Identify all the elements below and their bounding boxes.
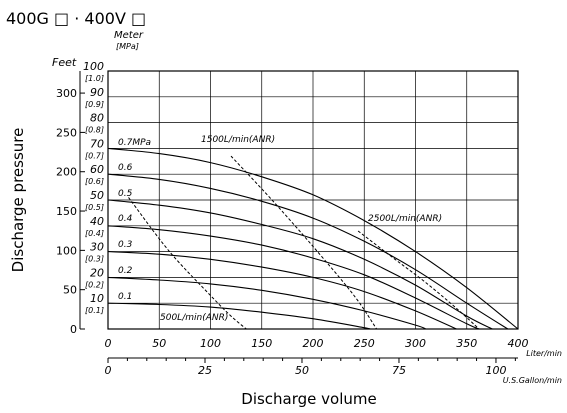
x-tick-liter: 400 — [508, 337, 529, 350]
y-tick-meter: 10 — [90, 292, 104, 305]
air-label-1: 2500L/min(ANR) — [368, 214, 442, 224]
air-label-0: 1500L/min(ANR) — [201, 135, 275, 145]
series-line-0 — [107, 147, 519, 330]
y-tick-meter: 40 — [90, 215, 104, 228]
x-tick-liter: 50 — [152, 337, 166, 350]
y-tick-meter: 50 — [90, 189, 104, 202]
y-tick-feet: 0 — [70, 323, 77, 336]
x-unit-liter: Liter/min — [526, 349, 562, 358]
y-tick-feet: 50 — [63, 284, 77, 297]
y-tick-meter: 80 — [90, 112, 104, 125]
x-tick-gallon: 100 — [485, 364, 506, 377]
series-line-6 — [107, 302, 371, 330]
y-tick-feet: 100 — [56, 244, 77, 257]
x-unit-gallon: U.S.Gallon/min — [503, 376, 562, 385]
curve-label-1: 0.6 — [118, 163, 133, 173]
series-line-2 — [107, 199, 493, 330]
y-tick-mpa: [0.4] — [85, 229, 104, 238]
y-tick-feet: 300 — [56, 87, 77, 100]
series-line-5 — [107, 276, 427, 330]
y-tick-meter: 20 — [90, 266, 104, 279]
air-line-2 — [357, 230, 480, 330]
y-tick-mpa: [0.6] — [85, 177, 104, 186]
air-label-2: 500L/min(ANR) — [160, 313, 228, 323]
x-tick-gallon: 0 — [105, 364, 112, 377]
series-line-3 — [107, 225, 480, 330]
x-tick-liter: 150 — [251, 337, 272, 350]
y-tick-mpa: [0.5] — [85, 203, 104, 212]
y-tick-mpa: [0.9] — [85, 100, 104, 109]
y-tick-feet: 250 — [56, 126, 77, 139]
x-tick-gallon: 25 — [198, 364, 212, 377]
pressure-curves — [107, 147, 519, 330]
x-tick-liter: 300 — [405, 337, 426, 350]
series-line-1 — [107, 173, 509, 330]
curve-label-4: 0.3 — [118, 240, 133, 250]
x-tick-liter: 200 — [303, 337, 324, 350]
y-tick-meter: 60 — [90, 163, 104, 176]
x-axis: 0 50 100 150 200 250 300 350 400 0 25 50 75 100 — [105, 337, 529, 377]
y-tick-mpa: [0.3] — [85, 255, 104, 264]
y-tick-mpa: [0.8] — [85, 126, 104, 135]
series-line-4 — [107, 251, 457, 330]
curve-label-2: 0.5 — [118, 189, 133, 199]
curve-label-6: 0.1 — [118, 292, 132, 302]
y-tick-mpa: [0.1] — [85, 306, 104, 315]
y-tick-meter: 100 — [83, 60, 104, 73]
y-tick-meter: 30 — [90, 241, 104, 254]
curve-label-5: 0.2 — [118, 266, 133, 276]
x-tick-gallon: 75 — [392, 364, 406, 377]
y-tick-mpa: [0.7] — [85, 151, 104, 160]
curve-labels: 0.7MPa 0.6 0.5 0.4 0.3 0.2 0.1 1500L/min(ANR) 25… — [118, 135, 442, 323]
x-tick-gallon: 50 — [295, 364, 309, 377]
y-tick-mpa: [1.0] — [85, 74, 104, 83]
air-consumption-curves — [128, 155, 480, 330]
x-axis-label: Discharge volume — [241, 390, 376, 408]
curve-label-3: 0.4 — [118, 214, 133, 224]
y-axis: 10[0.1]20[0.2]30[0.3]40[0.4]50[0.5]60[0.… — [56, 60, 104, 336]
y-unit-mpa: [MPa] — [116, 42, 139, 51]
air-line-0 — [128, 197, 247, 330]
x-tick-liter: 250 — [354, 337, 375, 350]
y-tick-feet: 150 — [56, 205, 77, 218]
x-tick-liter: 100 — [200, 337, 221, 350]
air-line-1 — [230, 155, 378, 330]
y-unit-feet: Feet — [52, 56, 77, 69]
y-tick-meter: 90 — [90, 86, 104, 99]
y-tick-feet: 200 — [56, 166, 77, 179]
y-axis-label: Discharge pressure — [9, 128, 27, 273]
y-tick-mpa: [0.2] — [85, 280, 104, 289]
chart-title: 400G □ · 400V □ — [6, 9, 146, 28]
y-unit-meter: Meter — [114, 30, 144, 41]
y-tick-meter: 70 — [90, 137, 104, 150]
x-tick-liter: 0 — [105, 337, 112, 350]
x-tick-liter: 350 — [456, 337, 477, 350]
curve-label-0: 0.7MPa — [118, 138, 151, 148]
plot-grid — [108, 71, 518, 329]
